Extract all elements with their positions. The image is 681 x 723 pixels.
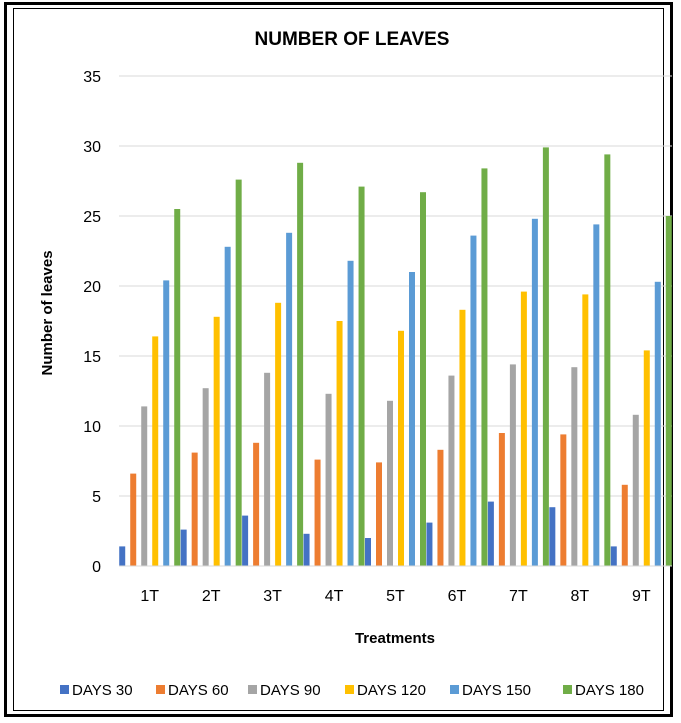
y-tick-label: 0 [92,559,101,576]
bar [119,546,126,566]
bar [487,501,494,566]
y-axis-label: Number of leaves [39,250,56,375]
bar [336,321,343,566]
y-tick-label: 25 [83,209,101,226]
bar [376,462,382,566]
bar [314,459,321,566]
x-tick-label: 3T [263,588,282,605]
x-tick-label: 6T [448,588,467,605]
bar [297,162,304,567]
x-tick-label: 4T [325,588,344,605]
bar [542,147,549,566]
gridlines [119,75,672,497]
legend-label: DAYS 180 [575,682,644,699]
legend-swatch [563,685,572,694]
bar [632,414,639,566]
legend-label: DAYS 120 [357,682,426,699]
bar [531,218,538,567]
bar [621,484,628,566]
bar [235,179,242,566]
bar [643,350,650,566]
x-tick-label: 1T [140,588,159,605]
y-tick-label: 15 [83,349,101,366]
bar [141,406,148,566]
bar [437,449,444,566]
y-tick-label: 35 [83,69,101,86]
x-tick-label: 2T [202,588,221,605]
bar [520,291,527,566]
bar [498,433,505,566]
bar [264,372,271,566]
bar [593,224,600,566]
bar [152,336,159,566]
bar [174,209,181,566]
x-tick-label: 5T [386,588,405,605]
bar [224,246,231,567]
bar [130,473,137,566]
bar [604,154,611,566]
bar [654,281,661,566]
legend-swatch [345,685,354,694]
bar [180,529,187,566]
bar [426,522,433,566]
bar [420,192,426,566]
legend-item: DAYS 60 [156,682,229,699]
legend-label: DAYS 30 [72,682,133,699]
bar [202,388,209,566]
y-tick-label: 30 [83,139,101,156]
chart-title: NUMBER OF LEAVES [255,29,450,50]
bar [242,515,249,566]
bar [571,367,578,566]
bar [509,364,516,566]
bar [470,235,477,566]
y-tick-label: 5 [92,489,101,506]
legend-item: DAYS 90 [248,682,321,699]
bar [365,538,371,566]
bar [213,316,220,566]
chart-inner-border [13,8,664,711]
legend-swatch [60,685,69,694]
y-tick-label: 20 [83,279,101,296]
bar [398,330,404,566]
legend-label: DAYS 90 [260,682,321,699]
legend-item: DAYS 30 [60,682,133,699]
legend-label: DAYS 150 [462,682,531,699]
legend-swatch [156,685,165,694]
bars [119,147,672,567]
legend-item: DAYS 120 [345,682,426,699]
bar [347,260,354,566]
x-axis-label: Treatments [355,630,435,647]
x-tick-label: 7T [509,588,528,605]
legend-swatch [450,685,459,694]
legend-item: DAYS 150 [450,682,531,699]
y-tick-label: 10 [83,419,101,436]
bar [459,309,466,566]
bar [481,168,488,566]
bar [560,434,567,566]
x-tick-label: 9T [632,588,651,605]
bar [448,375,455,566]
bar [286,232,293,567]
bar [253,442,260,566]
bar [409,272,415,566]
bar [325,393,332,566]
bar [582,294,589,566]
bar [303,533,310,566]
x-tick-label: 8T [570,588,589,605]
x-axis-ticks: 1T 2T 3T 4T 5T 6T 7T 8T 9T [140,588,650,605]
bar [275,302,282,566]
bar [549,507,556,566]
bar [191,452,198,566]
bar [387,400,393,566]
y-axis-ticks: 0 5 10 15 20 25 30 35 [83,69,101,576]
legend-item: DAYS 180 [563,682,644,699]
bar [163,280,170,566]
legend-label: DAYS 60 [168,682,229,699]
bar [665,216,672,566]
bar [358,186,365,566]
legend-swatch [248,685,257,694]
legend: DAYS 30 DAYS 60 DAYS 90 DAYS 120 DAYS 150 DAY… [60,682,644,699]
bar [610,546,617,566]
